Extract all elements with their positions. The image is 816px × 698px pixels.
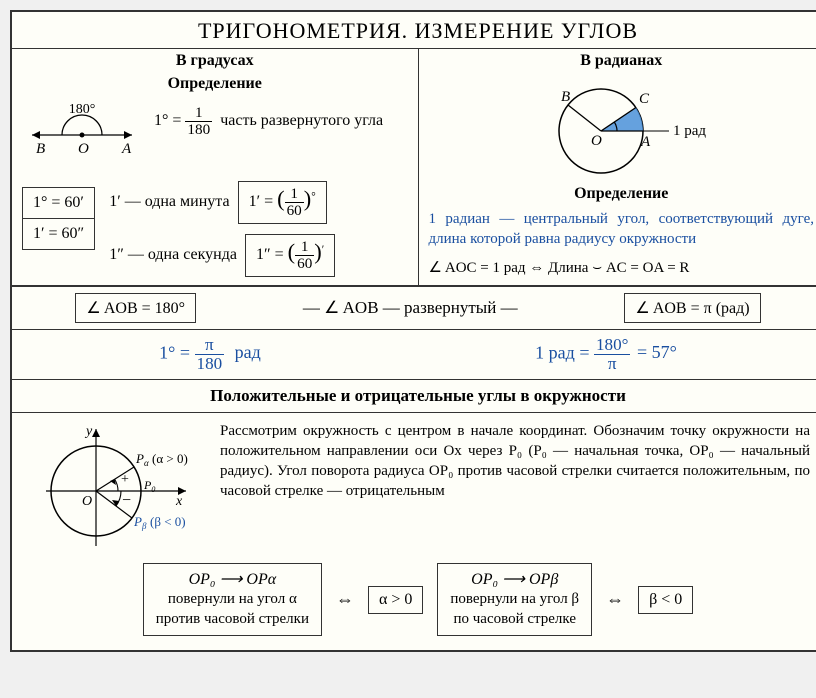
label-O: O: [78, 141, 89, 157]
r2d-rhs: = 57°: [637, 342, 677, 362]
pos-neg-heading: Положительные и отрицательные углы в окр…: [12, 379, 816, 412]
alpha-positive-box: α > 0: [368, 586, 423, 614]
straight-angle-diagram: 180° B O A: [22, 99, 142, 169]
radian-equation: ∠ AOC = 1 рад ⇔ Длина ⌣ AC = OA = R: [419, 258, 816, 285]
second-text: 1″ — одна секунда: [109, 246, 237, 264]
rotation-cw-box: OP₀ ⟶ OPβ повернули на угол β по часовой…: [437, 563, 592, 637]
degrees-definition-label: Определение: [12, 73, 418, 95]
sec-lhs: 1″ =: [256, 246, 284, 263]
minute-text: 1′ — одна минута: [109, 193, 229, 211]
degrees-radians-row: В градусах Определение 180° B O A: [12, 49, 816, 286]
iff-1: ⇔: [336, 589, 354, 610]
d2r-lhs: 1° =: [159, 342, 190, 362]
sec-den: 60: [295, 256, 314, 272]
r2d-lhs: 1 рад =: [535, 342, 589, 362]
ccw-line2: повернули на угол α: [156, 590, 309, 610]
one-rad-label: 1 рад: [673, 123, 706, 139]
pos-neg-paragraph: Рассмотрим окружность с центром в начале…: [220, 421, 810, 551]
r2d-num: 180°: [594, 336, 630, 355]
second-formula-box: 1″ = (160)′: [245, 234, 335, 277]
cw-line1: OP₀ ⟶ OPβ: [450, 570, 579, 591]
Pb-cond: (β < 0): [150, 514, 186, 529]
minute-formula-box: 1′ = (160)°: [238, 181, 327, 224]
min-den: 60: [285, 203, 304, 219]
circle-C: C: [639, 91, 650, 107]
one-deg-lhs: 1° =: [154, 112, 181, 129]
circle-B: B: [561, 89, 570, 105]
circle-O: O: [591, 133, 602, 149]
y-axis-label: y: [84, 424, 93, 439]
iff-2: ⇔: [606, 589, 624, 610]
conversion-row: 1° = π180 рад 1 рад = 180°π = 57°: [12, 329, 816, 379]
radians-column: В радианах B C O A 1 рад Определени: [419, 49, 816, 285]
deg-to-min-cell: 1° = 60′: [23, 188, 94, 219]
angle-180-svg: 180° B O A: [22, 99, 142, 169]
label-B: B: [36, 141, 45, 157]
circle-A: A: [640, 134, 651, 150]
pos-neg-section: y x O Pα (α > 0) P0 Pβ (β < 0) + − Рассм…: [12, 412, 816, 555]
deg-min-sec-table: 1° = 60′ 1′ = 60″: [22, 187, 95, 250]
Pb-label: Pβ: [133, 514, 147, 531]
min-exp: °: [311, 191, 315, 203]
straight-mid-text: — ∠ AOB — развернутый —: [303, 298, 518, 318]
one-degree-definition: 1° = 1180 часть развернутого угла: [154, 99, 383, 138]
radians-heading: В радианах: [419, 49, 816, 73]
angle-pi-box: ∠ AOB = π (рад): [624, 293, 760, 323]
deg-to-rad-formula: 1° = π180 рад: [159, 336, 261, 373]
Pa-label: Pα: [135, 451, 149, 468]
rotation-ccw-box: OP₀ ⟶ OPα повернули на угол α против час…: [143, 563, 322, 637]
ccw-line1: OP₀ ⟶ OPα: [156, 570, 309, 591]
straight-angle-row: ∠ AOB = 180° — ∠ AOB — развернутый — ∠ A…: [12, 286, 816, 329]
origin-label: O: [82, 494, 92, 509]
min-lhs: 1′ =: [249, 193, 274, 210]
rotation-row: OP₀ ⟶ OPα повернули на угол α против час…: [12, 555, 816, 651]
min-num: 1: [285, 186, 304, 203]
frac-den: 180: [185, 122, 212, 138]
cw-line2: повернули на угол β: [450, 590, 579, 610]
sec-exp: ′: [322, 244, 324, 256]
one-deg-rhs: часть развернутого угла: [220, 112, 383, 129]
cw-line3: по часовой стрелке: [450, 610, 579, 630]
d2r-den: 180: [195, 355, 225, 373]
beta-negative-box: β < 0: [638, 586, 693, 614]
reference-page: ТРИГОНОМЕТРИЯ. ИЗМЕРЕНИЕ УГЛОВ В градуса…: [10, 10, 816, 652]
ccw-line3: против часовой стрелки: [156, 610, 309, 630]
angle-180-box: ∠ AOB = 180°: [75, 293, 196, 323]
unit-circle-diagram: y x O Pα (α > 0) P0 Pβ (β < 0) + −: [26, 421, 206, 551]
d2r-rhs: рад: [235, 342, 261, 362]
Pa-cond: (α > 0): [152, 451, 188, 466]
sec-num: 1: [295, 239, 314, 256]
r2d-den: π: [594, 355, 630, 373]
plus-sign: +: [121, 472, 129, 487]
frac-num: 1: [185, 105, 212, 122]
minus-sign: −: [122, 492, 131, 509]
rad-to-deg-formula: 1 рад = 180°π = 57°: [535, 336, 677, 373]
degrees-column: В градусах Определение 180° B O A: [12, 49, 419, 285]
min-to-sec-cell: 1′ = 60″: [23, 219, 94, 249]
x-axis-label: x: [175, 494, 183, 509]
radian-definition-text: 1 радиан — центральный угол, соответству…: [419, 205, 816, 258]
label-A: A: [121, 141, 132, 157]
main-title: ТРИГОНОМЕТРИЯ. ИЗМЕРЕНИЕ УГЛОВ: [12, 12, 816, 49]
degrees-heading: В градусах: [12, 49, 418, 73]
d2r-num: π: [195, 336, 225, 355]
radians-definition-label: Определение: [419, 183, 816, 205]
P0-label: P0: [143, 478, 155, 494]
radian-circle-svg: B C O A 1 рад: [521, 73, 721, 183]
